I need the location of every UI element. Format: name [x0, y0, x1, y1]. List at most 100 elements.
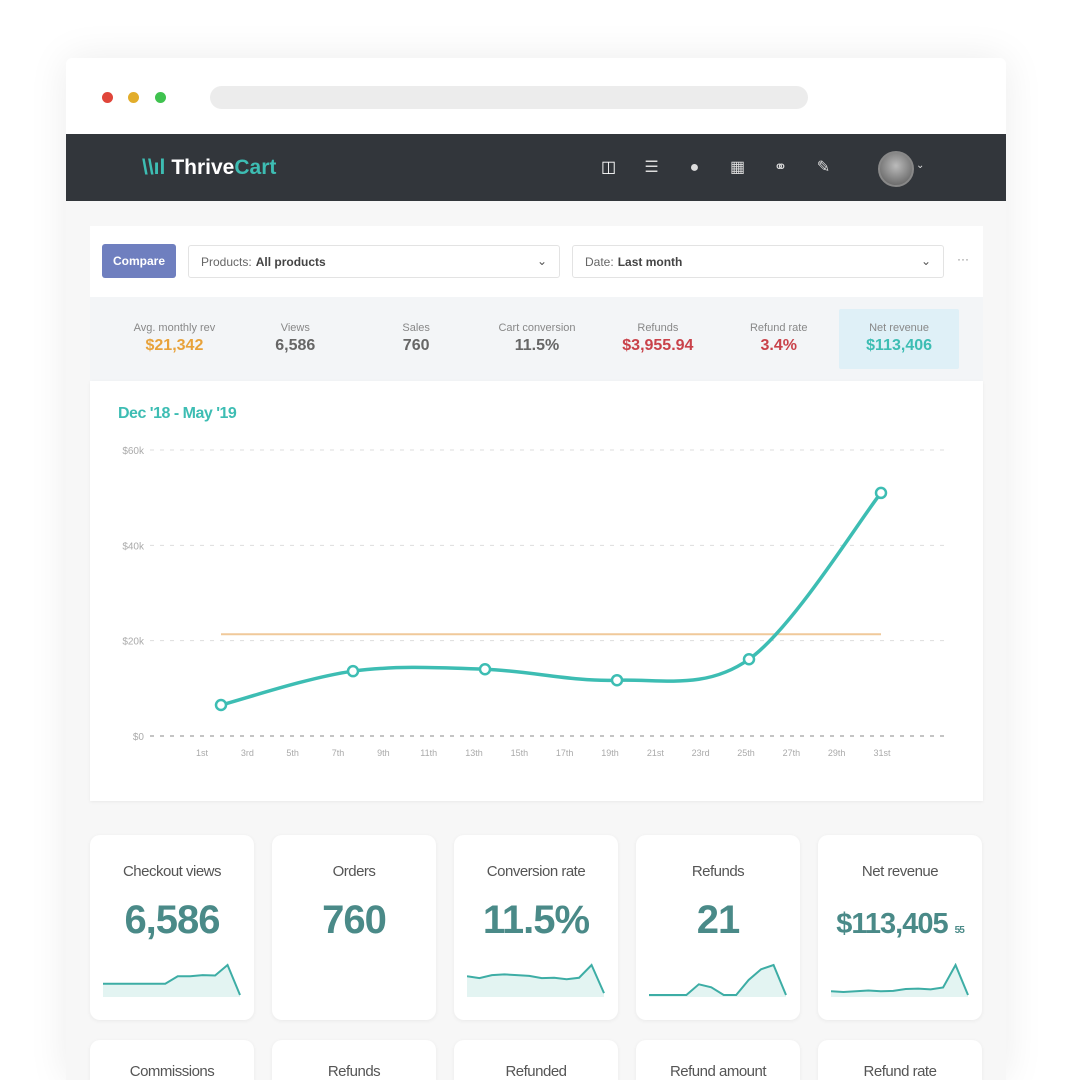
thrivecart-logo[interactable]: \\ıl ThriveCart — [142, 156, 276, 180]
y-tick-label: $60k — [122, 446, 145, 457]
address-bar[interactable] — [210, 86, 808, 109]
top-nav: \\ıl ThriveCart ◫ ☰ ● ▦ ⚭ ✎ ⌄ — [66, 134, 1006, 201]
sparkline — [103, 963, 241, 997]
x-tick-label: 15th — [511, 748, 529, 758]
card-title: Orders — [332, 863, 376, 880]
stat-value: $113,406 — [866, 337, 933, 354]
sparkline-area — [467, 965, 604, 997]
metric-card[interactable]: Commissions — [90, 1040, 254, 1080]
x-tick-label: 31st — [873, 748, 891, 758]
minimize-dot-icon[interactable] — [128, 92, 139, 103]
x-tick-label: 1st — [196, 748, 209, 758]
report-icon[interactable]: ✎ — [816, 159, 831, 176]
stat-5[interactable]: Refund rate 3.4% — [718, 309, 839, 369]
more-options-icon[interactable]: ··· — [957, 252, 969, 266]
stat-label: Sales — [402, 322, 430, 334]
sparkline-line — [649, 963, 787, 996]
card-title: Net revenue — [861, 863, 939, 880]
x-tick-label: 19th — [601, 748, 619, 758]
stat-value: 6,586 — [275, 337, 316, 354]
x-tick-label: 23rd — [692, 748, 710, 758]
stat-1[interactable]: Views 6,586 — [235, 309, 356, 369]
card-value: $113,405 55 — [818, 908, 982, 941]
browser-topbar — [66, 58, 1006, 134]
stat-label: Views — [280, 322, 310, 334]
browser-window: \\ıl ThriveCart ◫ ☰ ● ▦ ⚭ ✎ ⌄ Compare Pro… — [66, 58, 1006, 1080]
brand-b: Cart — [234, 156, 277, 179]
metric-card[interactable]: Net revenue $113,405 55 — [818, 835, 982, 1020]
chevron-down-icon[interactable]: ⌄ — [916, 160, 925, 171]
sparkline — [467, 963, 605, 997]
stat-value: 3.4% — [760, 337, 797, 354]
stat-6[interactable]: Net revenue $113,406 — [839, 309, 960, 369]
cart-logo-icon: \\ıl — [142, 156, 166, 179]
handshake-icon[interactable]: ⚭ — [773, 159, 788, 176]
card-value: 21 — [636, 898, 800, 943]
card-title: Refunds — [327, 1063, 381, 1080]
metric-card[interactable]: Refund amount — [636, 1040, 800, 1080]
metric-card[interactable]: Refunds — [272, 1040, 436, 1080]
data-point[interactable] — [346, 664, 360, 678]
stat-label: Net revenue — [869, 322, 930, 334]
data-point[interactable] — [214, 698, 228, 712]
stat-label: Avg. monthly rev — [133, 322, 216, 334]
stat-4[interactable]: Refunds $3,955.94 — [597, 309, 718, 369]
x-tick-label: 29th — [828, 748, 846, 758]
chevron-down-icon: ⌄ — [536, 254, 547, 268]
data-point[interactable] — [610, 673, 624, 687]
avatar[interactable] — [878, 151, 914, 187]
metric-card[interactable]: Checkout views 6,586 — [90, 835, 254, 1020]
products-select[interactable]: Products: All products ⌄ — [188, 245, 560, 278]
chart-title: Dec '18 - May '19 — [118, 405, 237, 422]
revenue-chart: $0 $20k $40k $60k 1st 3rd 5th 7th 9th 11th 13th 15t… — [122, 446, 950, 758]
x-tick-label: 17th — [556, 748, 574, 758]
compare-button[interactable]: Compare — [102, 244, 176, 278]
stat-2[interactable]: Sales 760 — [356, 309, 477, 369]
x-tick-label: 25th — [737, 748, 755, 758]
card-title: Commissions — [129, 1063, 215, 1080]
stat-value: 760 — [402, 337, 430, 354]
stat-value: 11.5% — [514, 337, 560, 354]
metric-card[interactable]: Refund rate — [818, 1040, 982, 1080]
metric-card[interactable]: Conversion rate 11.5% — [454, 835, 618, 1020]
calendar-icon[interactable]: ▦ — [729, 159, 746, 176]
data-point[interactable] — [742, 653, 756, 666]
metric-card[interactable]: Refunded — [454, 1040, 618, 1080]
products-value: All products — [255, 255, 326, 269]
stat-value: $3,955.94 — [622, 337, 694, 354]
list-icon[interactable]: ☰ — [644, 159, 659, 176]
card-value: 6,586 — [90, 898, 254, 943]
cents: 55 — [954, 925, 965, 936]
card-value: 760 — [272, 898, 436, 943]
sparkline — [649, 963, 787, 997]
x-tick-label: 11th — [420, 748, 437, 758]
stat-0[interactable]: Avg. monthly rev $21,342 — [114, 309, 235, 369]
user-icon[interactable]: ● — [689, 159, 700, 176]
sparkline — [831, 963, 969, 997]
metric-cards-row-2: Commissions Refunds Refunded Refund amount R… — [90, 1040, 982, 1080]
card-value-text: 11.5% — [482, 898, 590, 942]
metric-card[interactable]: Refunds 21 — [636, 835, 800, 1020]
brand-a: Thrive — [171, 156, 235, 179]
stat-value: $21,342 — [145, 337, 204, 354]
stat-3[interactable]: Cart conversion 11.5% — [477, 309, 598, 369]
card-value-text: $113,405 — [836, 908, 948, 940]
x-tick-label: 27th — [783, 748, 801, 758]
data-point[interactable] — [874, 486, 888, 500]
y-tick-label: $20k — [122, 637, 145, 648]
maximize-dot-icon[interactable] — [155, 92, 166, 103]
sparkline-line — [831, 963, 969, 996]
close-dot-icon[interactable] — [102, 92, 113, 103]
x-tick-label: 5th — [286, 748, 299, 758]
data-point[interactable] — [478, 663, 492, 676]
dashboard-icon[interactable]: ◫ — [600, 159, 617, 176]
card-value-text: 760 — [322, 898, 387, 942]
chevron-down-icon: ⌄ — [920, 254, 931, 268]
y-tick-label: $0 — [133, 732, 145, 743]
metric-cards: Checkout views 6,586 Orders 760 Conversion r… — [90, 835, 982, 1020]
card-title: Refunded — [505, 1063, 567, 1080]
sparkline-area — [649, 965, 786, 997]
date-select[interactable]: Date: Last month ⌄ — [572, 245, 944, 278]
card-value-text: 6,586 — [124, 898, 220, 942]
metric-card[interactable]: Orders 760 — [272, 835, 436, 1020]
